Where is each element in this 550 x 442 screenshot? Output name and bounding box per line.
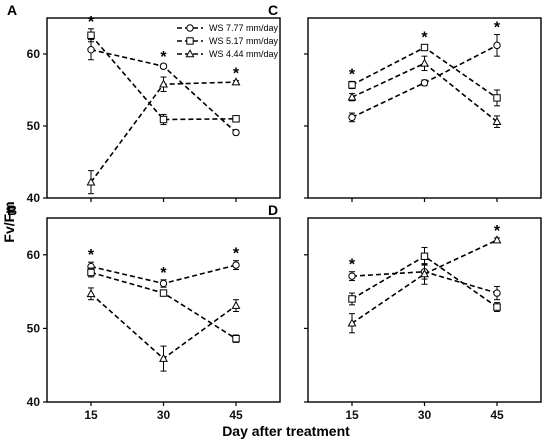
data-point-square <box>159 115 168 124</box>
data-point-square <box>420 252 429 260</box>
significance-star: * <box>160 49 167 66</box>
data-point-triangle <box>420 58 429 67</box>
data-point-triangle <box>347 92 357 101</box>
significance-star: * <box>494 20 501 37</box>
x-tick-label: 45 <box>490 408 504 422</box>
y-tick-label: 40 <box>27 395 41 409</box>
y-tick-label: 50 <box>27 321 41 335</box>
x-tick-label: 45 <box>229 408 243 422</box>
panel-label-d: D <box>268 202 278 218</box>
data-point-square <box>420 43 429 52</box>
x-tick-label: 30 <box>157 408 171 422</box>
x-tick-label: 15 <box>345 408 359 422</box>
series-line <box>351 46 498 99</box>
data-point-circle <box>493 289 501 297</box>
x-tick-label: 30 <box>418 408 432 422</box>
panel-label-c: C <box>268 2 278 18</box>
data-point-triangle <box>231 77 241 86</box>
y-tick-label: 60 <box>27 248 41 262</box>
series-circle <box>87 39 240 137</box>
data-point-circle <box>348 272 356 280</box>
legend-label: WS 4.44 mm/day <box>209 49 279 59</box>
significance-star: * <box>349 257 356 274</box>
significance-star: * <box>88 14 95 31</box>
significance-star: * <box>233 66 240 83</box>
data-point-triangle <box>492 235 502 244</box>
data-point-triangle <box>231 300 241 309</box>
legend-marker-square <box>186 37 194 45</box>
data-point-square <box>493 94 501 102</box>
y-tick-label: 40 <box>27 191 41 205</box>
y-tick-label: 60 <box>27 47 41 61</box>
significance-star: * <box>88 247 95 264</box>
x-tick-label: 15 <box>84 408 98 422</box>
series-square <box>348 246 501 312</box>
data-point-circle <box>87 45 95 54</box>
series-triangle <box>347 55 502 128</box>
significance-star: * <box>494 223 501 240</box>
data-point-triangle <box>86 288 96 298</box>
data-point-square <box>232 335 240 343</box>
data-point-circle <box>159 279 168 288</box>
data-point-circle <box>232 128 240 137</box>
legend-label: WS 7.77 mm/day <box>209 23 279 33</box>
data-point-circle <box>348 113 356 122</box>
series-circle <box>348 34 501 123</box>
data-point-square <box>159 289 168 297</box>
series-triangle <box>347 235 502 334</box>
significance-star: * <box>233 246 240 263</box>
series-line <box>90 81 237 183</box>
series-line <box>351 62 498 123</box>
x-axis-title: Day after treatment <box>222 423 350 439</box>
legend: WS 7.77 mm/day WS 5.17 mm/day WS 4.44 mm/d… <box>177 23 279 59</box>
panel-d: 15 30 45 D * * <box>268 202 542 422</box>
y-axis-title: Fv/Fm <box>1 201 17 242</box>
data-point-square <box>87 31 95 39</box>
data-point-circle <box>159 62 168 70</box>
data-point-square <box>232 115 240 123</box>
significance-star: * <box>421 30 428 47</box>
series-square <box>348 43 501 107</box>
panel-label-a: A <box>7 2 17 18</box>
data-point-triangle <box>159 353 168 362</box>
data-point-triangle <box>159 79 168 88</box>
significance-star: * <box>349 66 356 83</box>
plot-frame <box>46 217 281 403</box>
data-point-square <box>87 268 95 277</box>
legend-marker-circle <box>186 24 194 32</box>
panel-b: 40 50 60 15 30 45 B * * * <box>7 202 281 422</box>
panel-label-b: B <box>7 202 17 218</box>
panel-c: C * * * <box>268 2 542 202</box>
data-point-square <box>493 303 501 311</box>
series-triangle <box>86 287 241 372</box>
data-point-square <box>348 295 356 303</box>
y-tick-label: 50 <box>27 119 41 133</box>
series-triangle <box>86 76 241 195</box>
data-point-triangle <box>420 269 429 278</box>
data-point-triangle <box>86 177 96 186</box>
plot-frame <box>307 217 542 403</box>
series-square <box>87 28 240 126</box>
legend-marker-triangle <box>185 49 195 58</box>
data-point-circle <box>232 261 240 269</box>
data-point-triangle <box>347 318 357 327</box>
legend-label: WS 5.17 mm/day <box>209 36 279 46</box>
data-point-triangle <box>492 116 502 125</box>
data-point-square <box>348 81 356 89</box>
data-point-circle <box>420 79 429 87</box>
data-point-circle <box>493 41 501 50</box>
significance-star: * <box>160 265 167 282</box>
